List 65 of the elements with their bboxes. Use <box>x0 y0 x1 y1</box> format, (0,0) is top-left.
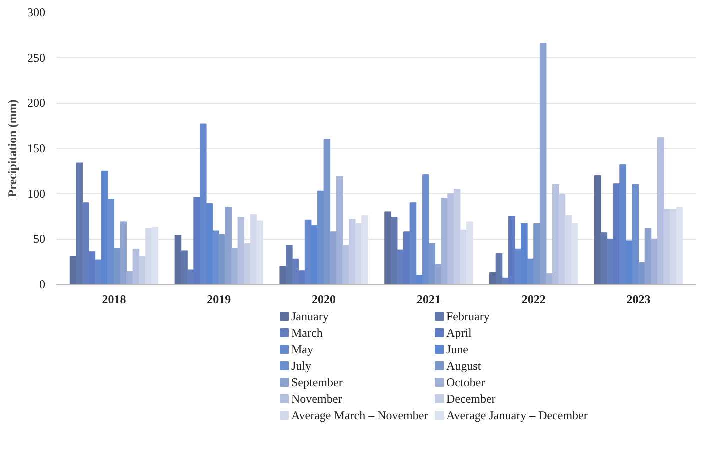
bar <box>534 224 540 284</box>
bar <box>428 243 436 284</box>
y-tick-label: 150 <box>28 142 46 156</box>
y-tick-label: 250 <box>28 50 46 65</box>
bar <box>238 217 245 284</box>
bar <box>384 212 392 284</box>
x-tick-label: 2021 <box>416 292 441 306</box>
bar <box>546 273 554 284</box>
bar <box>496 253 503 284</box>
legend-label: Average March – November <box>292 408 428 422</box>
bar <box>540 43 547 284</box>
y-tick-label: 50 <box>34 232 46 246</box>
bar <box>336 176 344 284</box>
bar <box>139 256 146 284</box>
x-tick-label: 2018 <box>102 292 126 306</box>
y-tick-label: 300 <box>28 6 46 20</box>
bar <box>342 245 350 284</box>
bar <box>441 198 448 284</box>
bar <box>422 174 430 284</box>
legend-label: October <box>446 376 486 390</box>
legend-label: August <box>446 359 482 373</box>
bar <box>664 208 671 284</box>
bar <box>632 184 640 284</box>
x-tick-label: 2020 <box>312 292 336 306</box>
bar <box>558 194 566 284</box>
bar <box>600 232 608 284</box>
bar <box>324 139 331 284</box>
legend-label: September <box>292 376 343 390</box>
legend-label: March <box>292 326 323 340</box>
legend-label: February <box>446 310 490 324</box>
y-axis-title: Precipitation (mm) <box>6 100 20 198</box>
legend-label: December <box>446 392 496 406</box>
legend-label: January <box>292 310 329 324</box>
bar <box>244 243 251 284</box>
bar <box>120 222 128 284</box>
x-tick-label: 2022 <box>522 292 546 306</box>
legend-label: April <box>446 326 472 340</box>
bar <box>330 232 337 284</box>
bar <box>657 137 664 284</box>
bar <box>448 194 454 284</box>
x-tick-label: 2023 <box>626 292 651 306</box>
bar <box>212 230 220 284</box>
bar <box>280 266 287 284</box>
x-tick-label: 2019 <box>207 292 232 306</box>
bar <box>390 217 398 284</box>
legend-label: July <box>292 359 312 373</box>
bar <box>286 245 293 284</box>
bar <box>454 189 461 284</box>
bar <box>490 272 496 284</box>
bar <box>181 250 188 284</box>
y-tick-label: 100 <box>28 186 46 201</box>
bar <box>225 207 232 284</box>
bar <box>108 199 114 284</box>
bar <box>638 262 646 284</box>
bar <box>76 162 83 284</box>
y-tick-label: 200 <box>28 96 46 110</box>
bar <box>594 175 602 284</box>
legend-label: Average January – December <box>446 408 588 422</box>
bar <box>174 235 182 284</box>
bar <box>651 238 658 284</box>
bar <box>126 272 134 284</box>
legend-label: June <box>446 342 468 356</box>
y-tick-label: 0 <box>40 278 46 292</box>
legend-label: May <box>292 342 314 356</box>
legend-label: November <box>292 392 342 406</box>
